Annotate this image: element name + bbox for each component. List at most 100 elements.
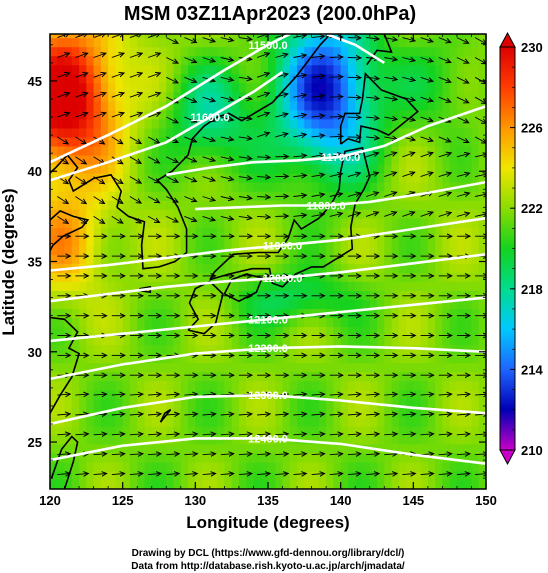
heatmap-cell bbox=[413, 434, 422, 445]
heatmap-cell bbox=[282, 118, 291, 129]
wind-arrow bbox=[238, 157, 252, 159]
heatmap-cell bbox=[289, 452, 298, 463]
wind-arrow bbox=[311, 76, 325, 78]
heatmap-cell bbox=[289, 263, 298, 273]
heatmap-cell bbox=[64, 362, 73, 373]
heatmap-cell bbox=[398, 470, 407, 481]
wind-arrow bbox=[365, 173, 378, 178]
heatmap-cell bbox=[180, 73, 189, 84]
heatmap-cell bbox=[347, 118, 356, 129]
heatmap-cell bbox=[79, 461, 87, 472]
heatmap-cell bbox=[202, 127, 211, 138]
wind-arrow bbox=[257, 414, 270, 415]
heatmap-cell bbox=[435, 164, 443, 174]
heatmap-cell bbox=[180, 317, 189, 328]
wind-arrow bbox=[93, 93, 106, 98]
heatmap-cell bbox=[391, 326, 400, 337]
heatmap-cell bbox=[180, 227, 189, 237]
heatmap-cell bbox=[478, 145, 486, 156]
heatmap-cell bbox=[456, 290, 465, 300]
heatmap-cell bbox=[253, 281, 262, 291]
heatmap-cell bbox=[289, 127, 298, 138]
heatmap-cell bbox=[238, 353, 247, 364]
heatmap-cell bbox=[260, 416, 269, 427]
heatmap-cell bbox=[377, 326, 385, 337]
wind-arrow bbox=[93, 454, 107, 455]
heatmap-cell bbox=[297, 452, 305, 463]
heatmap-cell bbox=[304, 308, 313, 318]
wind-arrow bbox=[366, 117, 379, 118]
heatmap-cell bbox=[246, 191, 255, 201]
heatmap-cell bbox=[369, 236, 378, 246]
heatmap-cell bbox=[115, 272, 124, 282]
heatmap-cell bbox=[188, 91, 196, 102]
heatmap-cell bbox=[471, 236, 480, 246]
wind-arrow bbox=[384, 454, 397, 455]
heatmap-cell bbox=[195, 299, 204, 309]
heatmap-cell bbox=[456, 470, 465, 481]
wind-arrow bbox=[275, 114, 288, 117]
heatmap-cell bbox=[108, 218, 116, 228]
heatmap-cell bbox=[464, 380, 473, 391]
heatmap-cell bbox=[464, 100, 473, 111]
heatmap-cell bbox=[435, 209, 443, 219]
heatmap-cell bbox=[471, 127, 480, 138]
heatmap-cell bbox=[471, 245, 480, 255]
wind-arrow bbox=[75, 394, 88, 395]
heatmap-cell bbox=[449, 362, 458, 373]
heatmap-cell bbox=[384, 55, 393, 66]
heatmap-cell bbox=[340, 470, 349, 481]
heatmap-cell bbox=[478, 362, 486, 373]
heatmap-cell bbox=[449, 434, 458, 445]
heatmap-cell bbox=[304, 299, 313, 309]
heatmap-cell bbox=[384, 335, 393, 346]
heatmap-cell bbox=[406, 281, 414, 291]
heatmap-cell bbox=[129, 109, 138, 120]
heatmap-cell bbox=[93, 200, 102, 210]
heatmap-cell bbox=[377, 344, 385, 355]
heatmap-cell bbox=[224, 425, 233, 436]
y-tick-label: 25 bbox=[28, 435, 42, 450]
heatmap-cell bbox=[311, 299, 320, 309]
heatmap-cell bbox=[100, 227, 109, 237]
heatmap-cell bbox=[115, 290, 124, 300]
heatmap-cell bbox=[297, 37, 305, 48]
heatmap-cell bbox=[195, 236, 204, 246]
heatmap-cell bbox=[246, 100, 255, 111]
heatmap-cell bbox=[217, 398, 225, 409]
heatmap-cell bbox=[318, 127, 327, 138]
heatmap-cell bbox=[115, 308, 124, 318]
heatmap-cell bbox=[260, 46, 269, 57]
heatmap-cell bbox=[427, 290, 436, 300]
heatmap-cell bbox=[333, 100, 342, 111]
heatmap-cell bbox=[471, 299, 480, 309]
heatmap-cell bbox=[369, 371, 378, 382]
heatmap-cell bbox=[144, 443, 153, 454]
heatmap-cell bbox=[311, 164, 320, 174]
heatmap-cell bbox=[108, 389, 116, 400]
heatmap-cell bbox=[420, 398, 429, 409]
heatmap-cell bbox=[195, 91, 204, 102]
heatmap-cell bbox=[464, 34, 473, 39]
heatmap-cell bbox=[471, 182, 480, 192]
heatmap-cell bbox=[202, 353, 211, 364]
heatmap-cell bbox=[347, 263, 356, 273]
heatmap-cell bbox=[71, 118, 80, 129]
heatmap-cell bbox=[318, 362, 327, 373]
heatmap-cell bbox=[478, 443, 486, 454]
heatmap-cell bbox=[64, 46, 73, 57]
heatmap-cell bbox=[435, 64, 443, 75]
heatmap-cell bbox=[115, 452, 124, 463]
heatmap-cell bbox=[71, 182, 80, 192]
heatmap-cell bbox=[93, 461, 102, 472]
heatmap-cell bbox=[347, 353, 356, 364]
heatmap-cell bbox=[427, 100, 436, 111]
wind-arrow bbox=[129, 156, 141, 164]
heatmap-cell bbox=[144, 407, 153, 418]
heatmap-cell bbox=[202, 55, 211, 66]
heatmap-cell bbox=[195, 145, 204, 156]
heatmap-cell bbox=[427, 127, 436, 138]
heatmap-cell bbox=[57, 407, 66, 418]
heatmap-cell bbox=[355, 118, 364, 129]
heatmap-cell bbox=[340, 443, 349, 454]
